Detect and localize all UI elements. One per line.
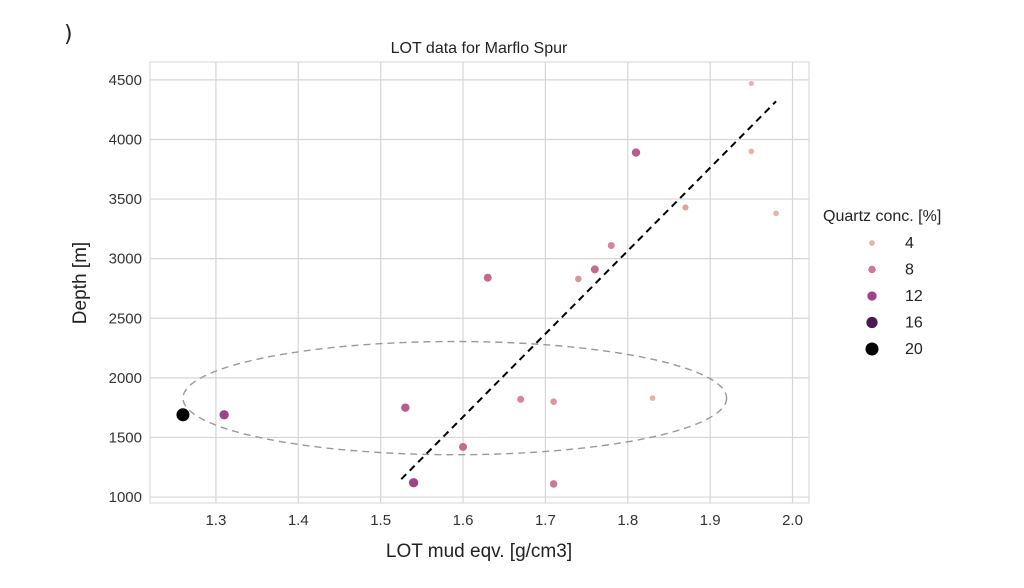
y-tick-label: 2500: [109, 310, 142, 327]
data-point: [459, 443, 468, 451]
y-tick-label: 3500: [109, 191, 142, 208]
data-point: [549, 480, 558, 488]
y-tick-label: 1500: [109, 429, 142, 446]
data-point: [748, 80, 754, 87]
x-axis-label: LOT mud eqv. [g/cm3]: [386, 541, 572, 562]
y-axis-label: Depth [m]: [70, 242, 91, 324]
y-tick-labels: 1000 1500 2000 2500 3000 3500 4000 4500: [109, 72, 142, 506]
data-point: [401, 403, 410, 412]
data-point: [550, 398, 557, 405]
legend-label: 20: [905, 341, 923, 358]
y-tick-label: 3000: [109, 251, 142, 268]
chart-title: LOT data for Marflo Spur: [391, 40, 568, 57]
legend: Quartz conc. [%] 4 8 12 16 20: [823, 208, 941, 358]
cluster-ellipse: [182, 340, 728, 456]
x-tick-label: 2.0: [782, 512, 803, 529]
legend-marker: [869, 240, 875, 246]
legend-label: 8: [905, 262, 914, 279]
x-tick-label: 1.3: [205, 512, 226, 529]
x-tick-label: 1.6: [453, 512, 474, 529]
data-point: [176, 408, 190, 422]
legend-label: 4: [905, 235, 914, 252]
y-tick-label: 4500: [109, 72, 142, 89]
data-point: [517, 395, 525, 403]
y-tick-label: 4000: [109, 131, 142, 148]
legend-marker: [866, 316, 878, 329]
x-tick-label: 1.4: [288, 512, 309, 529]
annotations: [182, 100, 777, 480]
trend-line: [400, 100, 777, 480]
legend-marker: [867, 291, 877, 301]
legend-marker: [865, 342, 879, 356]
data-point: [748, 148, 755, 155]
data-point: [483, 273, 492, 282]
data-point: [408, 478, 419, 488]
data-point: [631, 148, 641, 157]
data-point: [682, 204, 689, 211]
data-points: [176, 80, 779, 488]
data-point: [607, 242, 615, 250]
x-tick-label: 1.7: [535, 512, 556, 529]
plot-area: [149, 61, 810, 504]
y-tick-label: 2000: [109, 370, 142, 387]
data-point: [575, 275, 582, 283]
y-tick-label: 1000: [109, 489, 142, 506]
data-point: [590, 265, 599, 274]
legend-label: 12: [905, 288, 923, 305]
legend-title: Quartz conc. [%]: [823, 208, 941, 225]
data-point: [773, 210, 779, 217]
legend-label: 16: [905, 315, 923, 332]
x-tick-label: 1.5: [370, 512, 391, 529]
legend-marker: [868, 265, 876, 274]
data-point: [649, 395, 656, 401]
x-tick-label: 1.8: [617, 512, 638, 529]
data-point: [219, 410, 229, 420]
x-tick-labels: 1.3 1.4 1.5 1.6 1.7 1.8 1.9 2.0: [205, 512, 802, 529]
x-tick-label: 1.9: [700, 512, 721, 529]
stray-mark: ): [64, 22, 73, 47]
